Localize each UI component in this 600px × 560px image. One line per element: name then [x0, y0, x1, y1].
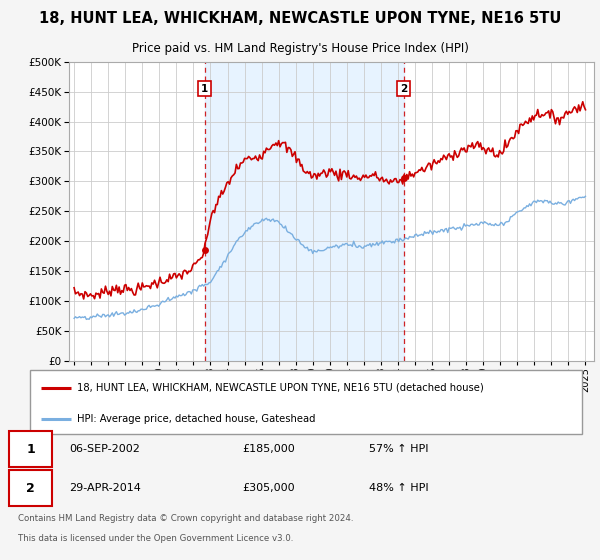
Text: 2: 2 [26, 482, 35, 495]
Text: HPI: Average price, detached house, Gateshead: HPI: Average price, detached house, Gate… [77, 413, 316, 423]
Text: 18, HUNT LEA, WHICKHAM, NEWCASTLE UPON TYNE, NE16 5TU (detached house): 18, HUNT LEA, WHICKHAM, NEWCASTLE UPON T… [77, 382, 484, 393]
Text: 2: 2 [400, 83, 407, 94]
Text: 57% ↑ HPI: 57% ↑ HPI [369, 444, 428, 454]
Text: Contains HM Land Registry data © Crown copyright and database right 2024.: Contains HM Land Registry data © Crown c… [18, 514, 353, 522]
Text: 48% ↑ HPI: 48% ↑ HPI [369, 483, 429, 493]
Bar [205, 62, 404, 361]
Text: 06-SEP-2002: 06-SEP-2002 [70, 444, 140, 454]
Text: 1: 1 [201, 83, 208, 94]
Text: £185,000: £185,000 [242, 444, 295, 454]
Text: 18, HUNT LEA, WHICKHAM, NEWCASTLE UPON TYNE, NE16 5TU: 18, HUNT LEA, WHICKHAM, NEWCASTLE UPON T… [39, 11, 561, 26]
FancyBboxPatch shape [30, 370, 582, 434]
Text: 29-APR-2014: 29-APR-2014 [70, 483, 142, 493]
FancyBboxPatch shape [9, 431, 52, 467]
Text: £305,000: £305,000 [242, 483, 295, 493]
FancyBboxPatch shape [9, 470, 52, 506]
Text: Price paid vs. HM Land Registry's House Price Index (HPI): Price paid vs. HM Land Registry's House … [131, 42, 469, 55]
Text: This data is licensed under the Open Government Licence v3.0.: This data is licensed under the Open Gov… [18, 534, 293, 543]
Text: 1: 1 [26, 443, 35, 456]
